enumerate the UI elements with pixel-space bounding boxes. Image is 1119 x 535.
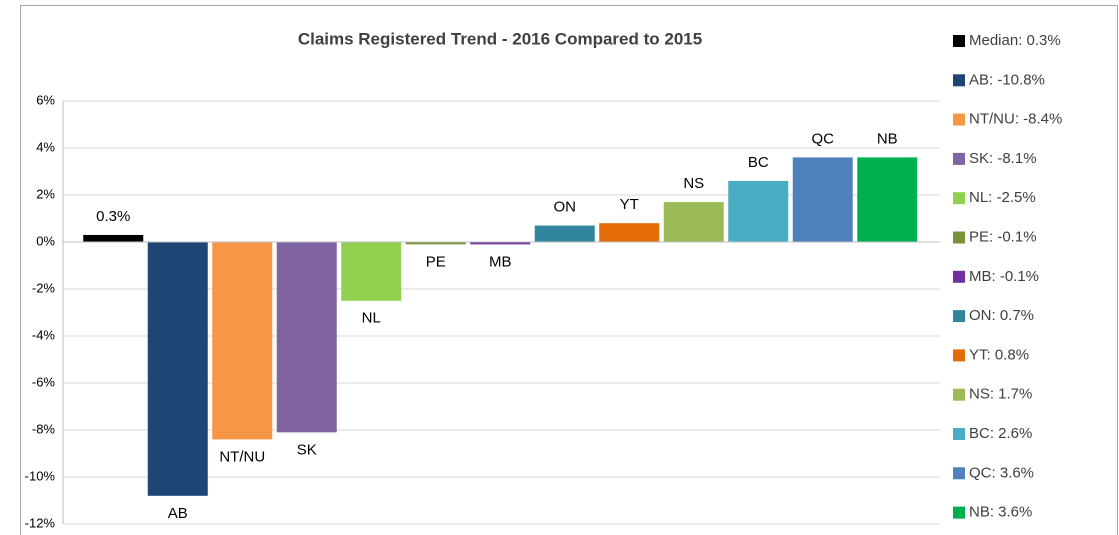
chart-title: Claims Registered Trend - 2016 Compared …: [298, 29, 702, 48]
y-tick-label: -6%: [32, 374, 56, 389]
bar: [599, 223, 660, 242]
bar: [405, 242, 466, 245]
y-tick-label: 6%: [36, 92, 55, 107]
bar: [83, 234, 144, 242]
legend-swatch: [953, 192, 965, 205]
bar-label: 0.3%: [96, 208, 130, 225]
bar: [212, 242, 273, 440]
y-tick-label: 0%: [36, 233, 55, 248]
legend-label: Median: 0.3%: [969, 32, 1061, 49]
chart-border: [20, 5, 1118, 535]
bar: [276, 242, 337, 433]
y-tick-label: 4%: [36, 139, 55, 154]
bar: [728, 180, 789, 242]
legend-label: NT/NU: -8.4%: [969, 111, 1062, 128]
bar-label: MB: [489, 253, 512, 270]
legend-label: NS: 1.7%: [969, 386, 1032, 403]
legend-label: NL: -2.5%: [969, 189, 1036, 206]
bar: [147, 242, 208, 496]
y-tick-label: -10%: [25, 468, 56, 483]
bar-label: BC: [748, 154, 769, 171]
bar: [792, 157, 853, 242]
legend-swatch: [953, 349, 965, 362]
y-tick-label: -4%: [32, 327, 56, 342]
bar-label: PE: [426, 253, 446, 270]
legend-label: ON: 0.7%: [969, 307, 1034, 324]
bar-label: AB: [168, 505, 188, 522]
legend-label: AB: -10.8%: [969, 71, 1045, 88]
legend-label: YT: 0.8%: [969, 346, 1029, 363]
legend-swatch: [953, 388, 965, 401]
bar-label: NL: [362, 310, 381, 327]
bar-label: NT/NU: [219, 448, 265, 465]
bar: [663, 202, 724, 242]
legend-label: BC: 2.6%: [969, 425, 1032, 442]
bar: [534, 225, 595, 242]
legend-swatch: [953, 270, 965, 283]
y-tick-label: -2%: [32, 280, 56, 295]
legend-swatch: [953, 467, 965, 480]
legend-swatch: [953, 74, 965, 87]
legend-label: MB: -0.1%: [969, 268, 1039, 285]
legend-label: QC: 3.6%: [969, 464, 1034, 481]
legend-swatch: [953, 152, 965, 165]
bar-label: ON: [554, 199, 577, 216]
legend-swatch: [953, 428, 965, 440]
bar: [341, 242, 402, 301]
bar: [857, 157, 918, 242]
legend-swatch: [953, 506, 965, 519]
legend-label: SK: -8.1%: [969, 150, 1037, 167]
bar-label: NS: [683, 175, 704, 192]
legend-label: NB: 3.6%: [969, 504, 1032, 521]
y-tick-label: 2%: [36, 186, 55, 201]
legend-swatch: [953, 35, 965, 47]
bar-label: QC: [812, 130, 835, 147]
legend-swatch: [953, 231, 965, 244]
legend-swatch: [953, 113, 965, 126]
bar: [470, 242, 531, 245]
legend-label: PE: -0.1%: [969, 228, 1037, 245]
bar-label: YT: [620, 196, 639, 213]
bar-label: NB: [877, 130, 898, 147]
legend-swatch: [953, 310, 965, 323]
y-tick-label: -8%: [32, 421, 56, 436]
y-tick-label: -12%: [25, 515, 56, 530]
bar-label: SK: [297, 441, 317, 458]
